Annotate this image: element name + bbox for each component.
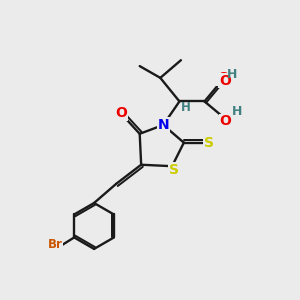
Text: O: O <box>220 114 232 128</box>
Text: H: H <box>227 68 238 81</box>
Text: H: H <box>181 101 191 114</box>
Text: O: O <box>115 106 127 120</box>
Text: Br: Br <box>48 238 62 251</box>
Text: H: H <box>232 105 243 118</box>
Text: S: S <box>169 163 178 177</box>
Text: O: O <box>217 71 229 85</box>
Text: N: N <box>158 118 169 132</box>
Text: S: S <box>204 136 214 150</box>
Text: O: O <box>219 74 231 88</box>
